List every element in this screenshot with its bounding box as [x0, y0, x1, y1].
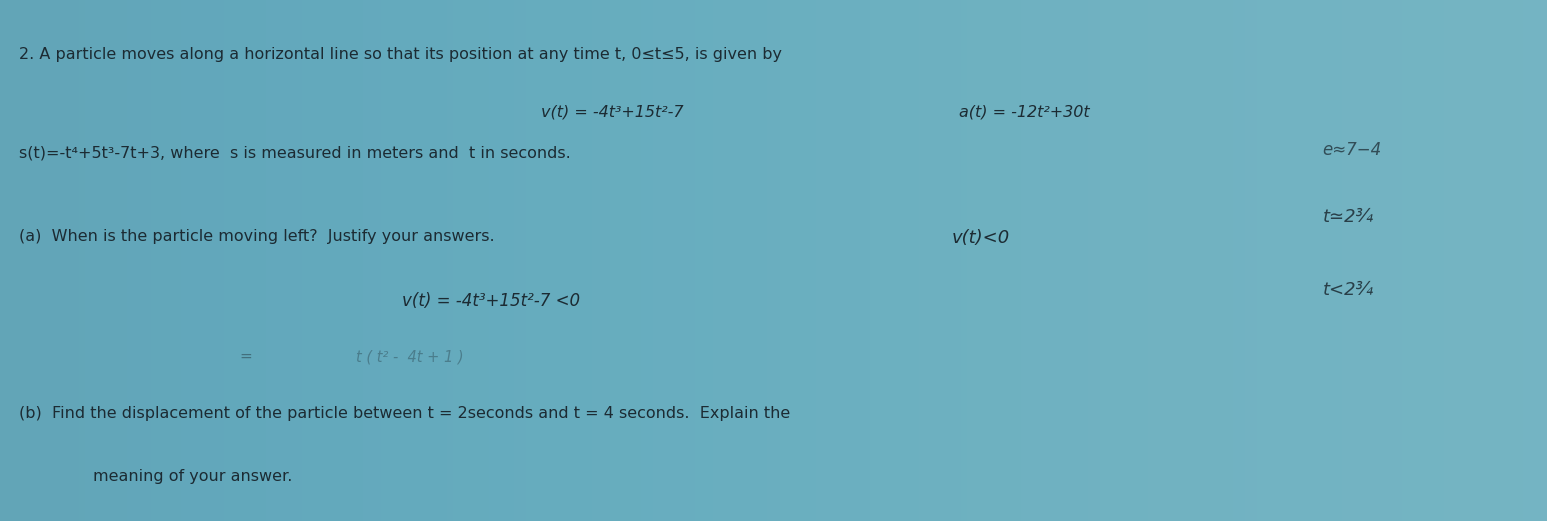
Text: a(t) = -12t²+30t: a(t) = -12t²+30t [959, 104, 1089, 119]
Text: v(t) = -4t³+15t²-7: v(t) = -4t³+15t²-7 [541, 104, 684, 119]
Text: 2. A particle moves along a horizontal line so that its position at any time t, : 2. A particle moves along a horizontal l… [19, 47, 781, 62]
Text: t≃2¾: t≃2¾ [1323, 208, 1374, 227]
Text: t<2¾: t<2¾ [1323, 281, 1374, 300]
Text: t ( t² -  4t + 1 ): t ( t² - 4t + 1 ) [356, 349, 464, 364]
Text: s(t)=-t⁴+5t³-7t+3, where  s is measured in meters and  t in seconds.: s(t)=-t⁴+5t³-7t+3, where s is measured i… [19, 146, 571, 161]
Text: v(t) = -4t³+15t²-7 <0: v(t) = -4t³+15t²-7 <0 [402, 292, 580, 310]
Text: e≈7−4: e≈7−4 [1323, 141, 1381, 159]
Text: =: = [240, 349, 252, 364]
Text: meaning of your answer.: meaning of your answer. [93, 469, 292, 484]
Text: (b)  Find the displacement of the particle between t = 2seconds and t = 4 second: (b) Find the displacement of the particl… [19, 406, 791, 421]
Text: (a)  When is the particle moving left?  Justify your answers.: (a) When is the particle moving left? Ju… [19, 229, 493, 244]
Text: v(t)<0: v(t)<0 [951, 229, 1010, 247]
